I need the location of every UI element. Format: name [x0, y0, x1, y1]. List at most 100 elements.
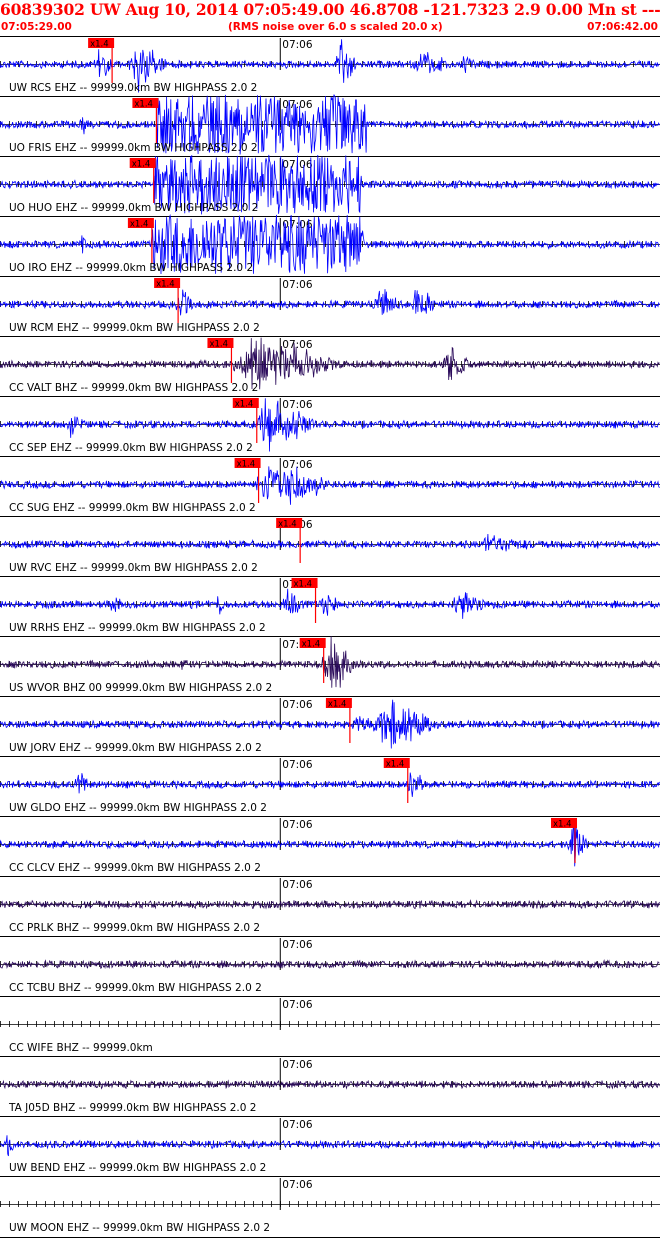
pick-flag	[234, 458, 261, 468]
waveform	[0, 899, 660, 910]
pick-label: x1.4	[386, 760, 405, 770]
trace-17: 07:06 TA J05D BHZ -- 99999.0km BW HIGHPAS…	[0, 1056, 660, 1114]
waveform	[0, 699, 660, 749]
trace-12: 07:06 x1.4 UW GLDO EHZ -- 99999.0km BW HIG…	[0, 756, 660, 814]
station-label: CC CLCV EHZ -- 99999.0km BW HIGHPASS 2.0…	[9, 862, 261, 874]
pick-flag	[154, 278, 181, 288]
minute-label: 07:06	[282, 219, 313, 231]
station-label: UW RVC EHZ -- 99999.0km BW HIGHPASS 2.0 …	[9, 562, 258, 574]
waveform	[0, 213, 660, 275]
minute-label: 07:06	[282, 1119, 313, 1131]
waveform	[0, 533, 660, 552]
station-label: CC TCBU BHZ -- 99999.0km BW HIGHPASS 2.0…	[9, 982, 262, 994]
station-label: CC SEP EHZ -- 99999.0km BW HIGHPASS 2.0 …	[9, 442, 253, 454]
station-label: UW MOON EHZ -- 99999.0km BW HIGHPASS 2.0…	[9, 1222, 270, 1234]
waveform	[0, 94, 660, 155]
station-label: CC PRLK BHZ -- 99999.0km BW HIGHPASS 2.0…	[9, 922, 260, 934]
pick-flag	[383, 758, 410, 768]
waveform	[0, 466, 660, 505]
pick-flag	[551, 818, 578, 828]
end-time: 07:06:42.00	[587, 21, 658, 33]
start-time: 07:05:29.00	[1, 21, 72, 33]
pick-flag	[127, 218, 154, 228]
pick-label: x1.4	[237, 460, 256, 470]
trace-15: 07:06 CC TCBU BHZ -- 99999.0km BW HIGHPAS…	[0, 936, 660, 994]
minute-label: 07:06	[282, 459, 313, 471]
pick-label: x1.4	[209, 340, 228, 350]
waveform	[0, 588, 660, 619]
station-label: UW RRHS EHZ -- 99999.0km BW HIGHPASS 2.0…	[9, 622, 266, 634]
event-title: 60839302 UW Aug 10, 2014 07:05:49.00 46.…	[0, 0, 660, 19]
minute-label: 07:06	[282, 1059, 313, 1071]
trace-18: 07:06 UW BEND EHZ -- 99999.0km BW HIGHPAS…	[0, 1116, 660, 1174]
pick-flag	[291, 578, 318, 588]
minute-label: 07:06	[282, 339, 313, 351]
minute-label: 07:06	[282, 879, 313, 891]
station-label: UW JORV EHZ -- 99999.0km BW HIGHPASS 2.0…	[9, 742, 262, 754]
minute-label: 07:06	[282, 399, 313, 411]
station-label: UW GLDO EHZ -- 99999.0km BW HIGHPASS 2.0…	[9, 802, 267, 814]
minute-label: 07:06	[282, 819, 313, 831]
station-label: UO FRIS EHZ -- 99999.0km BW HIGHPASS 2.0…	[9, 142, 258, 154]
pick-label: x1.4	[132, 160, 151, 170]
seismogram-plot: 07:06 x1.4 UW RCS EHZ -- 99999.0km BW HIGH…	[0, 36, 660, 1238]
station-label: UO HUO EHZ -- 99999.0km BW HIGHPASS 2.0 …	[9, 202, 258, 214]
minute-label: 07:06	[282, 279, 313, 291]
station-label: CC WIFE BHZ -- 99999.0km	[9, 1042, 153, 1054]
pick-flag	[232, 398, 259, 408]
waveform	[0, 1079, 660, 1090]
station-label: UW RCM EHZ -- 99999.0km BW HIGHPASS 2.0 …	[9, 322, 260, 334]
minute-label: 07:06	[282, 939, 313, 951]
noise-note: (RMS noise over 6.0 s scaled 20.0 x)	[228, 21, 443, 33]
trace-0: 07:06 x1.4 UW RCS EHZ -- 99999.0km BW HIGH…	[0, 36, 660, 94]
station-label: US WVOR BHZ 00 99999.0km BW HIGHPASS 2.0…	[9, 682, 272, 694]
waveform	[0, 154, 660, 215]
pick-label: x1.4	[553, 820, 572, 830]
pick-flag	[299, 638, 326, 648]
pick-label: x1.4	[130, 220, 149, 230]
waveform	[0, 1135, 660, 1157]
trace-4: 07:06 x1.4 UW RCM EHZ -- 99999.0km BW HIGH…	[0, 276, 660, 334]
trace-5: 07:06 x1.4 CC VALT BHZ -- 99999.0km BW HIG…	[0, 336, 660, 394]
station-label: UW RCS EHZ -- 99999.0km BW HIGHPASS 2.0 …	[9, 82, 257, 94]
trace-3: 07:06 x1.4 UO IRO EHZ -- 99999.0km BW HIGH…	[0, 213, 660, 275]
pick-label: x1.4	[156, 280, 175, 290]
pick-label: x1.4	[235, 400, 254, 410]
waveform	[0, 398, 660, 452]
station-label: CC SUG EHZ -- 99999.0km BW HIGHPASS 2.0 …	[9, 502, 256, 514]
minute-label: 07:06	[282, 39, 313, 51]
waveform	[0, 289, 660, 316]
waveform	[0, 39, 660, 93]
station-label: TA J05D BHZ -- 99999.0km BW HIGHPASS 2.0…	[8, 1102, 256, 1114]
pick-flag	[207, 338, 234, 348]
trace-16: 07:06 CC WIFE BHZ -- 99999.0km	[0, 996, 660, 1054]
minute-label: 07:06	[282, 999, 313, 1011]
station-label: UO IRO EHZ -- 99999.0km BW HIGHPASS 2.0 …	[9, 262, 253, 274]
trace-7: 07:06 x1.4 CC SUG EHZ -- 99999.0km BW HIGH…	[0, 456, 660, 514]
plot-header: 60839302 UW Aug 10, 2014 07:05:49.00 46.…	[0, 0, 660, 36]
trace-19: 07:06 UW MOON EHZ -- 99999.0km BW HIGHPAS…	[0, 1176, 660, 1234]
minute-label: 07:06	[282, 1179, 313, 1191]
pick-flag	[132, 98, 159, 108]
waveform	[0, 772, 660, 797]
waveform	[0, 824, 660, 867]
pick-label: x1.4	[278, 520, 297, 530]
trace-11: 07:06 x1.4 UW JORV EHZ -- 99999.0km BW HIG…	[0, 696, 660, 754]
waveform	[0, 337, 660, 390]
pick-label: x1.4	[328, 700, 347, 710]
pick-flag	[88, 38, 115, 48]
minute-label: 07:06	[282, 759, 313, 771]
pick-label: x1.4	[294, 580, 313, 590]
pick-label: x1.4	[90, 40, 109, 50]
pick-label: x1.4	[302, 640, 321, 650]
station-label: CC VALT BHZ -- 99999.0km BW HIGHPASS 2.0…	[9, 382, 258, 394]
waveform	[0, 636, 660, 688]
trace-14: 07:06 CC PRLK BHZ -- 99999.0km BW HIGHPAS…	[0, 876, 660, 934]
station-label: UW BEND EHZ -- 99999.0km BW HIGHPASS 2.0…	[9, 1162, 266, 1174]
trace-6: 07:06 x1.4 CC SEP EHZ -- 99999.0km BW HIGH…	[0, 396, 660, 454]
